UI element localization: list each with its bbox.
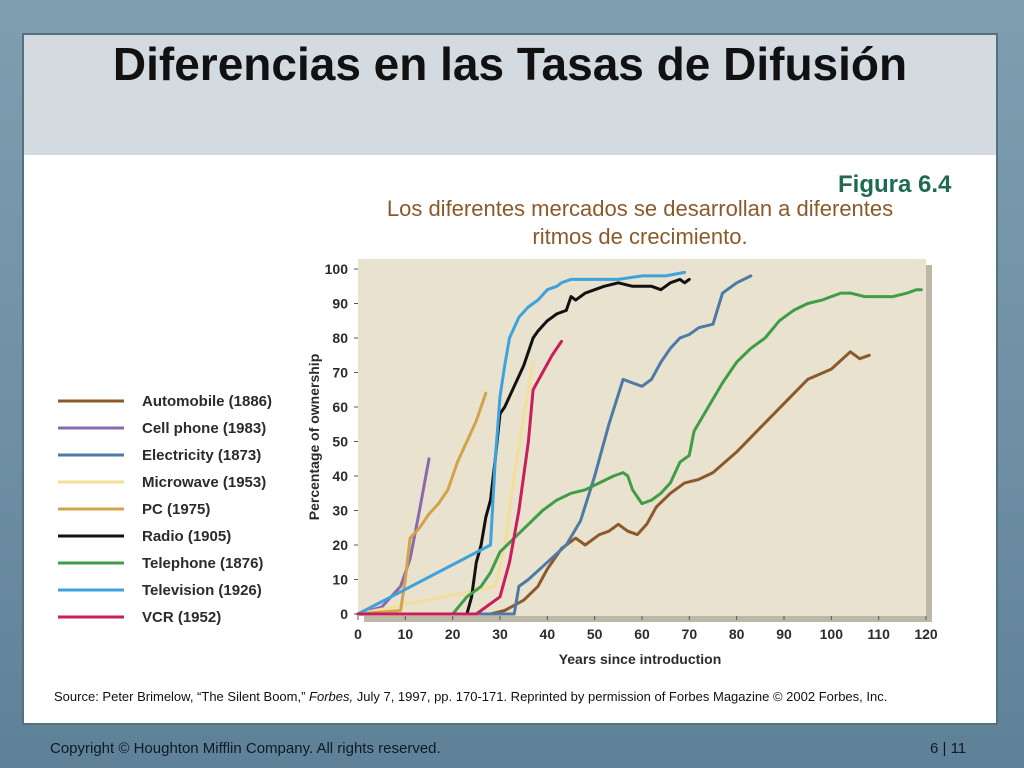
x-tick-label: 70: [682, 626, 698, 642]
legend-label-television: Television (1926): [142, 582, 262, 599]
x-tick-label: 50: [587, 626, 603, 642]
legend-label-automobile: Automobile (1886): [142, 393, 272, 410]
x-axis: 0 10 20 30 40 50 60 70 80 90 100 110 120: [354, 616, 938, 642]
y-tick-label: 80: [332, 330, 348, 346]
x-tick-label: 0: [354, 626, 362, 642]
y-tick-label: 10: [332, 572, 348, 588]
x-tick-label: 10: [398, 626, 414, 642]
legend-label-telephone: Telephone (1876): [142, 555, 263, 572]
series-line-television: [356, 270, 687, 616]
source-suffix: July 7, 1997, pp. 170-171. Reprinted by …: [353, 689, 888, 704]
x-tick-label: 60: [634, 626, 650, 642]
x-axis-label: Years since introduction: [559, 651, 722, 667]
x-tick-label: 100: [820, 626, 844, 642]
page-number: 6 | 11: [930, 740, 967, 757]
x-tick-label: 110: [867, 626, 890, 642]
series-line-vcr: [356, 339, 563, 616]
source-note: Source: Peter Brimelow, “The Silent Boom…: [54, 689, 984, 704]
legend: Automobile (1886) Cell phone (1983) Electr…: [58, 393, 272, 626]
series-line-automobile: [356, 350, 871, 616]
source-journal: Forbes,: [309, 689, 354, 704]
legend-label-microwave: Microwave (1953): [142, 474, 266, 491]
series-line-pc: [356, 391, 488, 616]
legend-label-cell-phone: Cell phone (1983): [142, 420, 266, 437]
x-tick-label: 40: [540, 626, 556, 642]
chart-subtitle: Los diferentes mercados se desarrollan a…: [386, 196, 894, 249]
series-line-radio: [356, 277, 691, 616]
footer-copyright: Copyright © Houghton Mifflin Company. Al…: [50, 740, 441, 757]
legend-label-vcr: VCR (1952): [142, 609, 221, 626]
legend-label-electricity: Electricity (1873): [142, 447, 261, 464]
title-band: Diferencias en las Tasas de Difusión: [24, 35, 996, 155]
y-tick-label: 20: [332, 537, 348, 553]
legend-label-pc: PC (1975): [142, 501, 210, 518]
series-line-cell-phone: [356, 457, 431, 616]
y-tick-label: 90: [332, 296, 348, 312]
y-tick-label: 50: [332, 434, 348, 450]
source-prefix: Source: Peter Brimelow, “The Silent Boom…: [54, 689, 310, 704]
y-tick-label: 60: [332, 399, 348, 415]
series-line-electricity: [356, 274, 753, 616]
y-tick-label: 0: [340, 606, 348, 622]
plot-background: [358, 259, 926, 616]
y-tick-label: 40: [332, 468, 348, 484]
y-tick-label: 30: [332, 503, 348, 519]
x-tick-label: 20: [445, 626, 461, 642]
series-line-telephone: [356, 288, 923, 616]
legend-label-radio: Radio (1905): [142, 528, 231, 545]
slide-title: Diferencias en las Tasas de Difusión: [112, 38, 908, 90]
x-tick-label: 30: [492, 626, 508, 642]
y-axis-label: Percentage of ownership: [306, 354, 322, 520]
x-tick-label: 120: [914, 626, 938, 642]
x-tick-label: 90: [776, 626, 792, 642]
y-tick-label: 100: [325, 261, 349, 277]
y-axis: 0 10 20 30 40 50 60 70 80 90 100: [325, 261, 358, 622]
y-tick-label: 70: [332, 365, 348, 381]
x-tick-label: 80: [729, 626, 745, 642]
figure-label: Figura 6.4: [838, 171, 952, 198]
series-lines: [356, 270, 923, 616]
